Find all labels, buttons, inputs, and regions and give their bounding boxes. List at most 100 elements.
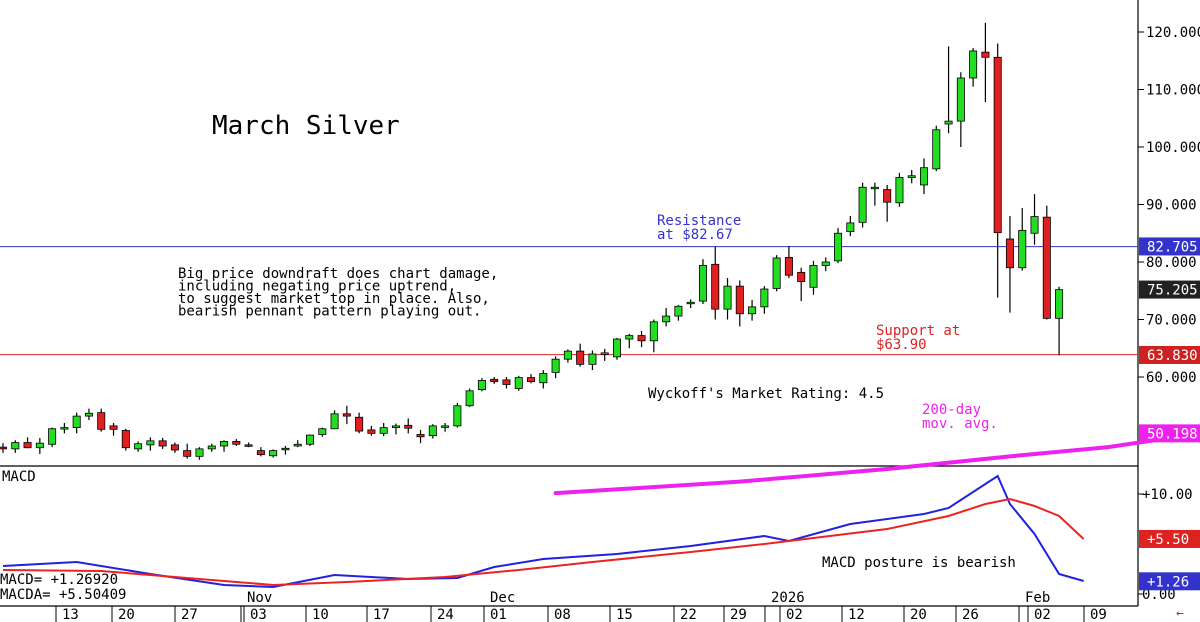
candle-body bbox=[600, 352, 609, 355]
candle-body bbox=[146, 440, 155, 446]
macd-readout: MACDA= +5.50409 bbox=[0, 587, 126, 603]
candle-body bbox=[404, 424, 413, 429]
candle-body bbox=[207, 445, 216, 450]
candle-body bbox=[60, 427, 69, 430]
candle-body bbox=[1055, 289, 1064, 319]
y-tick-label: 110.000 bbox=[1146, 83, 1200, 99]
candle-body bbox=[895, 177, 904, 204]
x-tick-label: 15 bbox=[616, 607, 633, 622]
x-tick-label: 10 bbox=[312, 607, 329, 622]
candle-body bbox=[465, 390, 474, 407]
candle-body bbox=[662, 315, 671, 323]
candle-body bbox=[379, 427, 388, 434]
annotation-line: including negating price uptrend, bbox=[178, 279, 456, 295]
candle-body bbox=[821, 261, 830, 266]
candle-body bbox=[981, 51, 990, 58]
candle-body bbox=[870, 186, 879, 190]
y-tick-label: 70.000 bbox=[1146, 313, 1197, 329]
candle-body bbox=[453, 405, 462, 427]
x-tick-label: Dec bbox=[490, 590, 515, 606]
candle-body bbox=[1030, 216, 1039, 234]
candle-body bbox=[772, 257, 781, 289]
candle-body bbox=[625, 335, 634, 340]
candle-body bbox=[1018, 229, 1027, 269]
candle-body bbox=[318, 428, 327, 435]
candle-body bbox=[367, 429, 376, 434]
candle-body bbox=[674, 305, 683, 317]
x-tick-label: 29 bbox=[730, 607, 747, 622]
x-tick-label: 20 bbox=[118, 607, 135, 622]
chart-title: March Silver bbox=[212, 111, 400, 141]
candle-body bbox=[490, 378, 499, 382]
candle-body bbox=[170, 444, 179, 451]
macd-y-tick-label: +10.00 bbox=[1142, 487, 1193, 503]
annotation-line: Big price downdraft does chart damage, bbox=[178, 266, 498, 282]
y-tick-label: 60.000 bbox=[1146, 370, 1197, 386]
candle-body bbox=[858, 186, 867, 223]
candle-body bbox=[735, 285, 744, 315]
candle-body bbox=[846, 222, 855, 232]
candle-body bbox=[993, 56, 1002, 234]
candle-body bbox=[563, 350, 572, 360]
candle-body bbox=[256, 450, 265, 456]
support-label: $63.90 bbox=[876, 337, 927, 353]
candle-body bbox=[723, 285, 732, 310]
macd-tag-label: +1.26 bbox=[1147, 574, 1189, 590]
market-rating: Wyckoff's Market Rating: 4.5 bbox=[648, 386, 884, 402]
candle-body bbox=[72, 415, 81, 429]
candle-body bbox=[269, 450, 278, 457]
x-tick-label: 03 bbox=[250, 607, 267, 622]
x-tick-label: 24 bbox=[437, 607, 454, 622]
annotation-line: to suggest market top in place. Also, bbox=[178, 291, 490, 307]
candle-body bbox=[244, 444, 253, 447]
x-tick-label: 12 bbox=[848, 607, 865, 622]
resistance-label: at $82.67 bbox=[657, 227, 733, 243]
resistance-label: Resistance bbox=[657, 213, 741, 229]
candle-body bbox=[109, 425, 118, 430]
x-tick-label: 22 bbox=[680, 607, 697, 622]
x-tick-label: 08 bbox=[554, 607, 571, 622]
ma-label: mov. avg. bbox=[922, 416, 998, 432]
x-tick-label: 17 bbox=[373, 607, 390, 622]
candle-body bbox=[809, 265, 818, 288]
candle-body bbox=[784, 256, 793, 276]
candle-body bbox=[527, 377, 536, 383]
x-tick-label: 27 bbox=[181, 607, 198, 622]
x-tick-label: Feb bbox=[1025, 590, 1050, 606]
macd-tag-label: +5.50 bbox=[1147, 532, 1189, 548]
candle-body bbox=[23, 442, 32, 449]
candle-body bbox=[969, 50, 978, 79]
macd-annotation: MACD posture is bearish bbox=[822, 555, 1016, 571]
candle-body bbox=[834, 232, 843, 262]
candle-body bbox=[613, 338, 622, 358]
price-tag-label: 63.830 bbox=[1147, 348, 1198, 364]
candle-body bbox=[48, 428, 57, 445]
macd-title: MACD bbox=[2, 469, 36, 485]
macd-tag bbox=[1139, 529, 1200, 548]
y-tick-label: 120.000 bbox=[1146, 25, 1200, 41]
candle-body bbox=[698, 265, 707, 302]
macd-readout: MACD= +1.26920 bbox=[0, 572, 118, 588]
candle-body bbox=[907, 175, 916, 178]
candle-body bbox=[539, 373, 548, 384]
macd-series-macd bbox=[2, 474, 1084, 589]
price-tag-label: 82.705 bbox=[1147, 239, 1198, 255]
candle-body bbox=[797, 271, 806, 282]
candle-body bbox=[281, 447, 290, 451]
candle-body bbox=[502, 379, 511, 385]
x-tick-label: 2026 bbox=[771, 590, 805, 606]
candle-body bbox=[97, 412, 106, 430]
x-tick-label: 02 bbox=[786, 607, 803, 622]
candle-body bbox=[649, 321, 658, 342]
candle-body bbox=[35, 442, 44, 449]
candle-body bbox=[883, 189, 892, 203]
y-tick-label: 90.000 bbox=[1146, 198, 1197, 214]
candle-body bbox=[932, 129, 941, 170]
candle-body bbox=[121, 430, 130, 449]
candle-body bbox=[391, 425, 400, 428]
candle-body bbox=[158, 440, 167, 447]
candle-body bbox=[637, 335, 646, 342]
candle-body bbox=[84, 412, 93, 417]
candle-body bbox=[220, 440, 229, 447]
ma-200-line bbox=[553, 433, 1200, 496]
